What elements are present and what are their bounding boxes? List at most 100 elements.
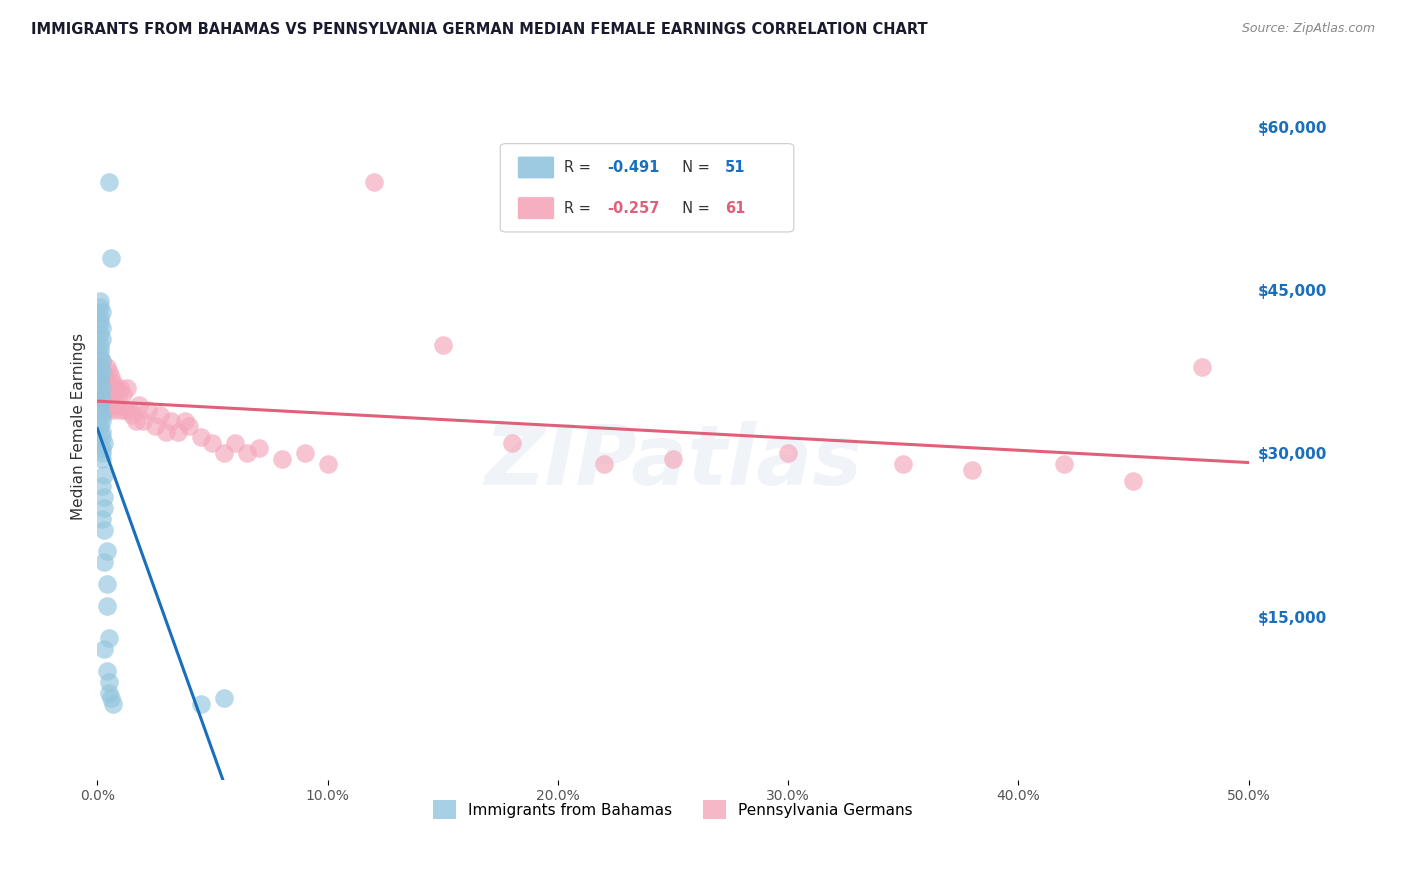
Point (93, 435, 115, 450)
Text: R =: R = (564, 160, 595, 175)
Point (1122, 474, 1144, 488)
Point (167, 425, 190, 439)
Text: IMMIGRANTS FROM BAHAMAS VS PENNSYLVANIA GERMAN MEDIAN FEMALE EARNINGS CORRELATIO: IMMIGRANTS FROM BAHAMAS VS PENNSYLVANIA … (31, 22, 928, 37)
Point (91, 446, 114, 460)
Point (93, 468, 115, 483)
Point (91, 376, 114, 390)
Point (97, 674, 120, 689)
Point (93, 370, 115, 384)
Point (190, 697, 212, 711)
Point (89, 398, 111, 412)
Point (662, 451, 685, 466)
Point (97, 398, 120, 412)
Point (97, 175, 120, 189)
Point (247, 441, 270, 455)
Point (89, 386, 111, 401)
Point (891, 458, 914, 472)
Point (89, 316, 111, 330)
Point (103, 403, 125, 417)
Point (96, 381, 118, 395)
Text: N =: N = (673, 160, 714, 175)
Point (960, 463, 983, 477)
Text: -0.491: -0.491 (607, 160, 659, 175)
Point (96, 577, 118, 591)
Point (89, 419, 111, 434)
Point (93, 523, 115, 537)
Point (103, 697, 125, 711)
Point (91, 354, 114, 368)
Point (93, 381, 115, 395)
Point (91, 392, 114, 406)
Point (96, 544, 118, 558)
Point (91, 441, 114, 455)
Point (96, 664, 118, 678)
Point (104, 398, 127, 412)
Point (1053, 458, 1076, 472)
Point (100, 386, 122, 401)
Text: 51: 51 (724, 160, 745, 175)
Point (91, 414, 114, 428)
Point (190, 430, 212, 444)
Point (592, 458, 614, 472)
Text: N =: N = (673, 201, 714, 216)
Point (97, 381, 120, 395)
Point (89, 338, 111, 352)
Legend: Immigrants from Bahamas, Pennsylvania Germans: Immigrants from Bahamas, Pennsylvania Ge… (427, 794, 920, 825)
Point (91, 430, 114, 444)
Point (89, 300, 111, 314)
Point (89, 381, 111, 395)
Point (91, 386, 114, 401)
Point (89, 310, 111, 325)
Point (97, 685, 120, 699)
Point (125, 414, 148, 428)
Point (136, 403, 159, 417)
Point (89, 343, 111, 358)
Point (110, 381, 132, 395)
Point (212, 446, 235, 460)
Point (91, 425, 114, 439)
Point (89, 326, 111, 341)
Text: 61: 61 (724, 201, 745, 216)
Point (91, 381, 114, 395)
Point (224, 435, 246, 450)
Point (236, 446, 259, 460)
Point (93, 500, 115, 515)
Point (91, 365, 114, 379)
Point (89, 359, 111, 374)
Text: Source: ZipAtlas.com: Source: ZipAtlas.com (1241, 22, 1375, 36)
Point (91, 332, 114, 346)
Point (132, 414, 155, 428)
Point (173, 414, 195, 428)
Point (91, 305, 114, 319)
Point (118, 403, 141, 417)
Point (97, 632, 120, 646)
Point (96, 359, 118, 374)
Point (91, 409, 114, 423)
Point (107, 392, 129, 406)
Text: ZIPatlas: ZIPatlas (484, 421, 862, 502)
Point (91, 479, 114, 493)
Point (143, 419, 166, 434)
Point (155, 425, 177, 439)
Text: -0.257: -0.257 (607, 201, 659, 216)
Point (128, 398, 150, 412)
Point (148, 409, 170, 423)
Point (96, 599, 118, 613)
FancyBboxPatch shape (501, 144, 794, 232)
Point (501, 435, 523, 450)
Point (121, 409, 143, 423)
Point (100, 370, 122, 384)
Point (97, 365, 120, 379)
Point (1191, 359, 1213, 374)
Point (103, 376, 125, 390)
Point (114, 403, 136, 417)
Point (89, 370, 111, 384)
Point (89, 403, 111, 417)
Point (363, 175, 385, 189)
Point (179, 419, 201, 434)
Point (91, 451, 114, 466)
Y-axis label: Median Female Earnings: Median Female Earnings (72, 333, 86, 520)
Point (270, 451, 292, 466)
Point (776, 446, 799, 460)
Point (104, 381, 127, 395)
